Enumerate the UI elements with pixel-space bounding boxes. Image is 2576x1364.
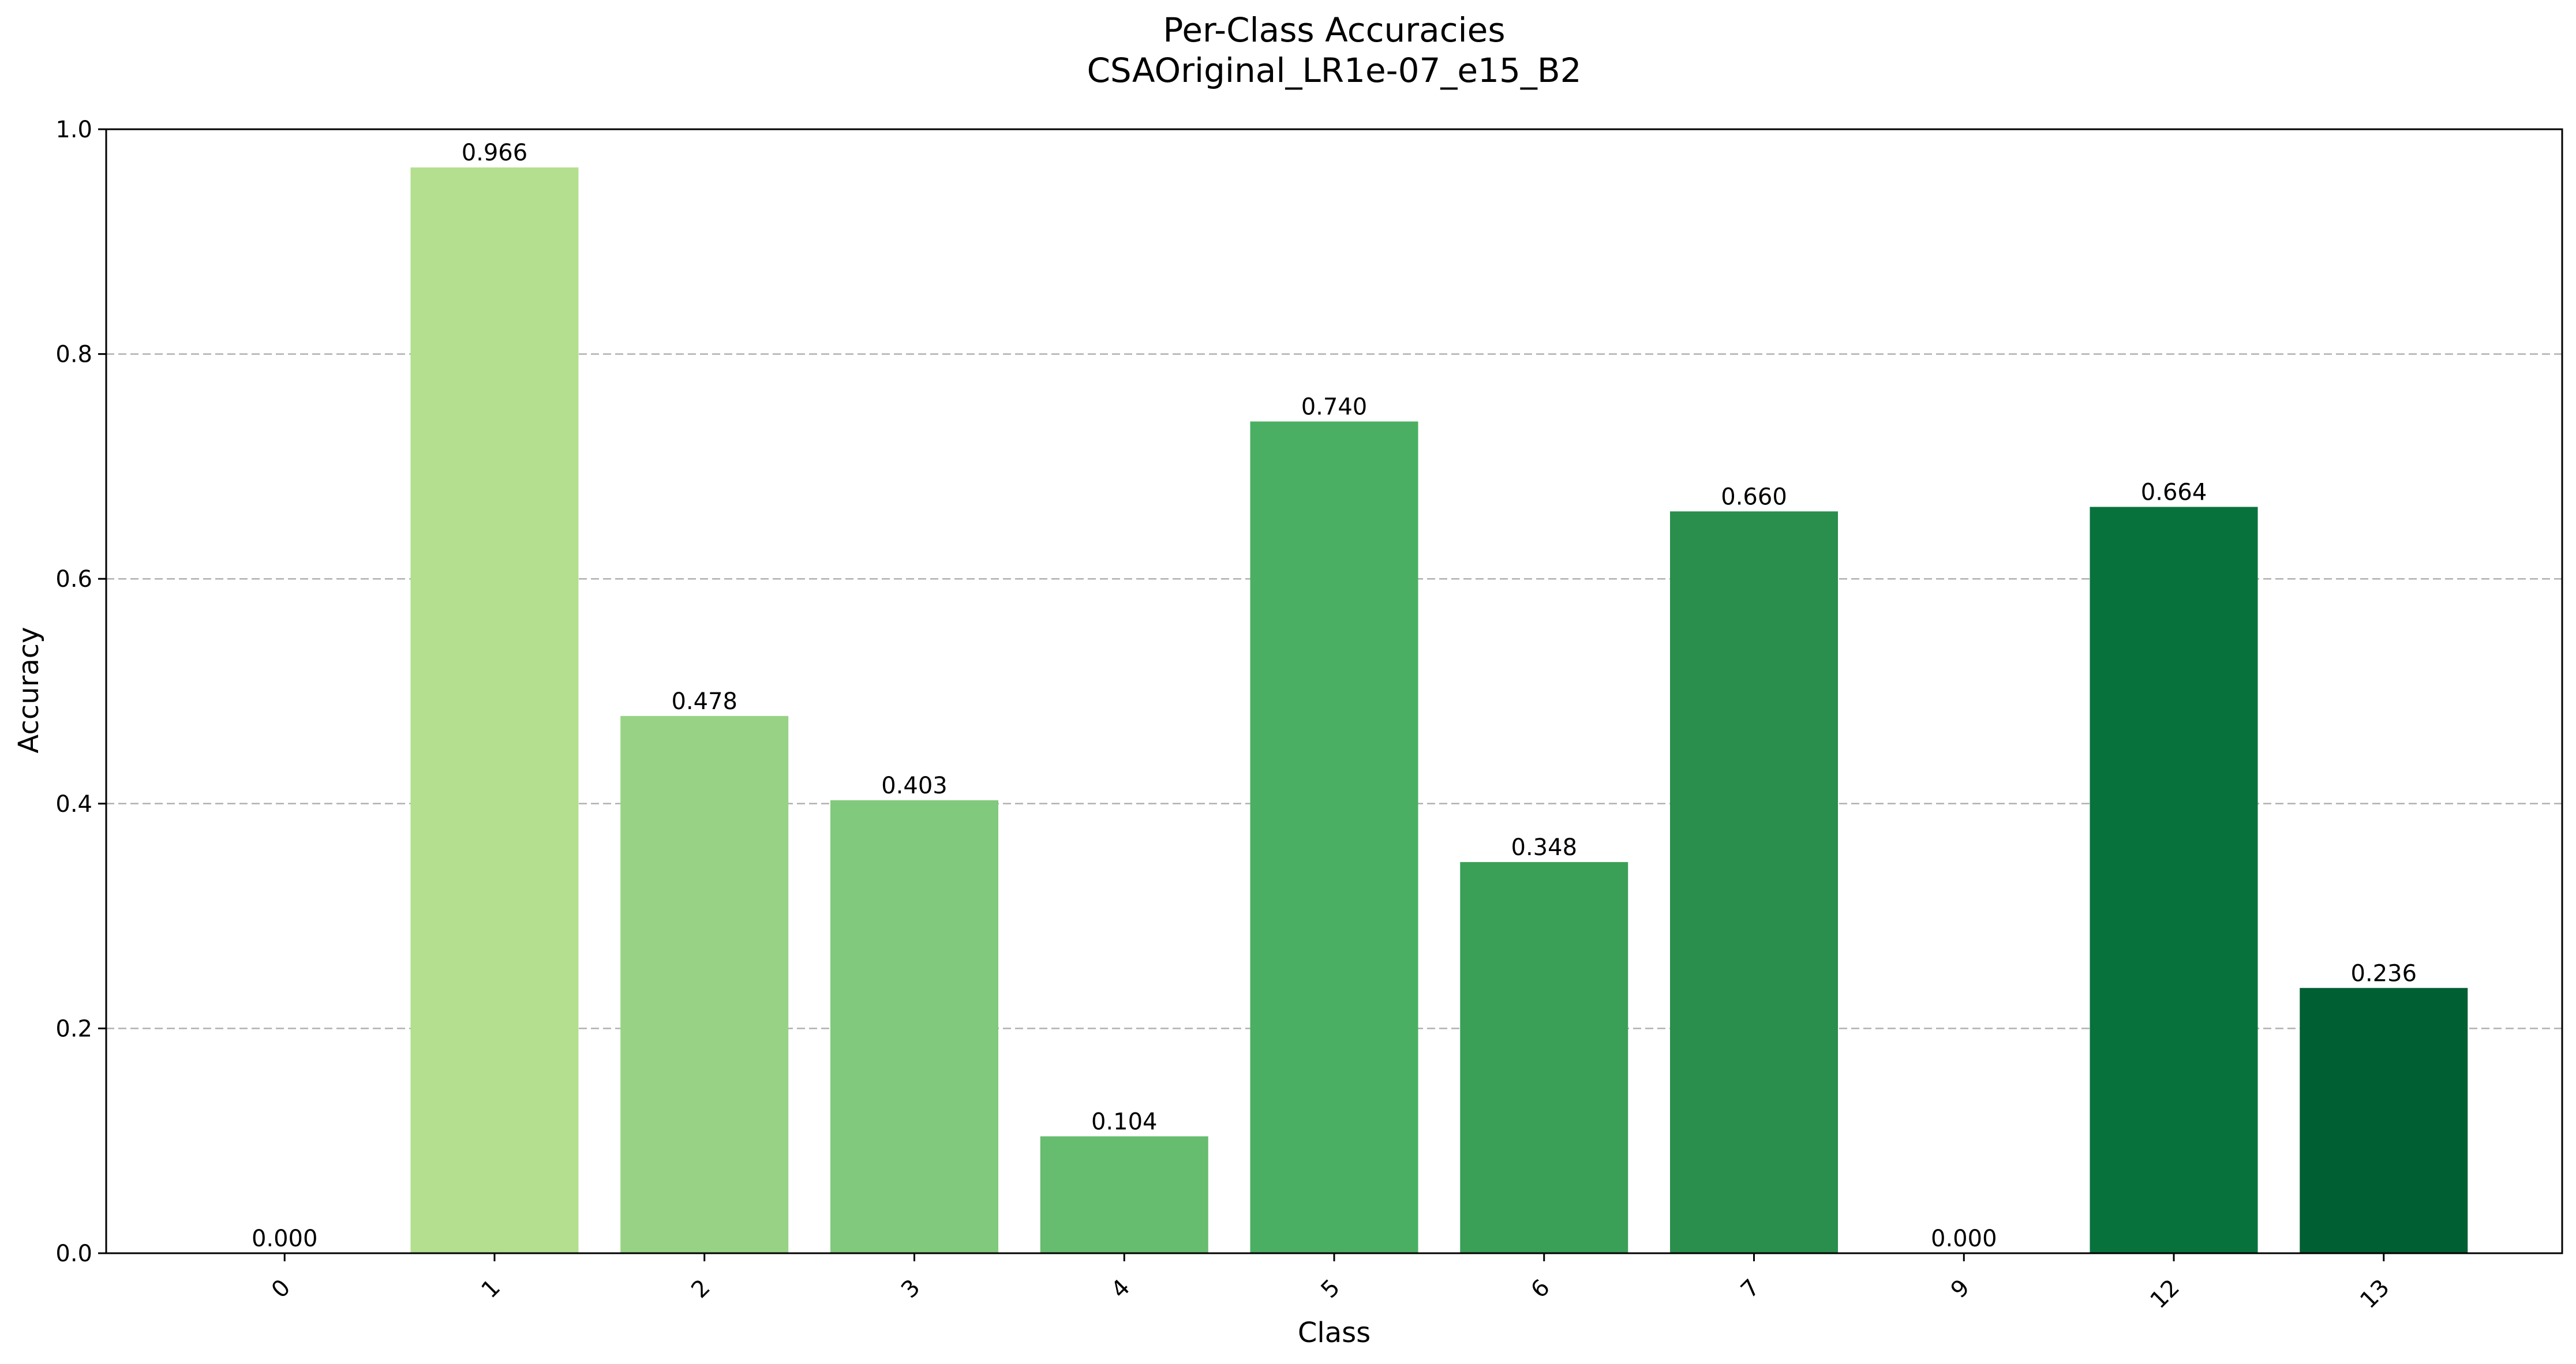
bar-value-label-12: 0.664 <box>2141 479 2207 506</box>
bar-class-4 <box>1040 1136 1208 1253</box>
y-tick-label-2: 0.4 <box>55 791 92 818</box>
bar-value-label-4: 0.104 <box>1091 1108 1158 1135</box>
bars <box>410 167 2468 1254</box>
x-tick-label-4: 4 <box>1106 1275 1136 1304</box>
x-tick-label-13: 13 <box>2355 1275 2395 1314</box>
y-tick-label-1: 0.2 <box>55 1015 92 1042</box>
bar-class-1 <box>410 167 579 1254</box>
y-tick-label-4: 0.8 <box>55 342 92 368</box>
x-axis-ticks: 0 1 2 3 4 5 6 7 9 12 13 <box>267 1253 2395 1314</box>
bar-class-3 <box>830 800 998 1253</box>
chart-subtitle: CSAOriginal_LR1e-07_e15_B2 <box>1087 51 1581 90</box>
bar-class-13 <box>2300 988 2468 1253</box>
bar-value-label-9: 0.000 <box>1931 1226 1997 1252</box>
bar-class-7 <box>1670 511 1839 1253</box>
x-tick-label-5: 5 <box>1316 1275 1346 1304</box>
bar-class-5 <box>1250 421 1418 1253</box>
x-tick-label-6: 6 <box>1526 1275 1555 1304</box>
x-tick-label-9: 9 <box>1946 1275 1975 1304</box>
y-tick-label-5: 1.0 <box>55 117 92 143</box>
bar-value-label-5: 0.740 <box>1301 394 1368 420</box>
x-tick-label-0: 0 <box>267 1275 296 1304</box>
bar-value-label-13: 0.236 <box>2351 960 2417 987</box>
bar-class-6 <box>1460 862 1628 1253</box>
chart-title: Per-Class Accuracies <box>1163 10 1505 50</box>
y-tick-label-0: 0.0 <box>55 1241 92 1267</box>
y-axis-label: Accuracy <box>13 627 45 753</box>
x-tick-label-3: 3 <box>896 1275 926 1304</box>
x-tick-label-2: 2 <box>686 1275 716 1304</box>
x-tick-label-12: 12 <box>2146 1275 2185 1314</box>
y-axis-ticks: 0.0 0.2 0.4 0.6 0.8 1.0 <box>55 117 106 1267</box>
x-axis-label: Class <box>1298 1317 1371 1349</box>
bar-value-label-6: 0.348 <box>1511 834 1578 861</box>
bar-value-label-2: 0.478 <box>671 688 737 715</box>
x-tick-label-1: 1 <box>477 1275 506 1304</box>
bar-value-label-0: 0.000 <box>252 1226 318 1252</box>
y-tick-label-3: 0.6 <box>55 566 92 593</box>
bar-value-label-1: 0.966 <box>462 140 528 166</box>
bar-class-12 <box>2090 507 2258 1253</box>
bar-value-label-7: 0.660 <box>1721 484 1787 510</box>
x-tick-label-7: 7 <box>1736 1275 1765 1304</box>
bar-class-2 <box>620 715 789 1253</box>
bar-value-labels: 0.000 0.966 0.478 0.403 0.104 0.740 0.348 0.660… <box>252 140 2417 1252</box>
bar-value-label-3: 0.403 <box>881 773 948 799</box>
